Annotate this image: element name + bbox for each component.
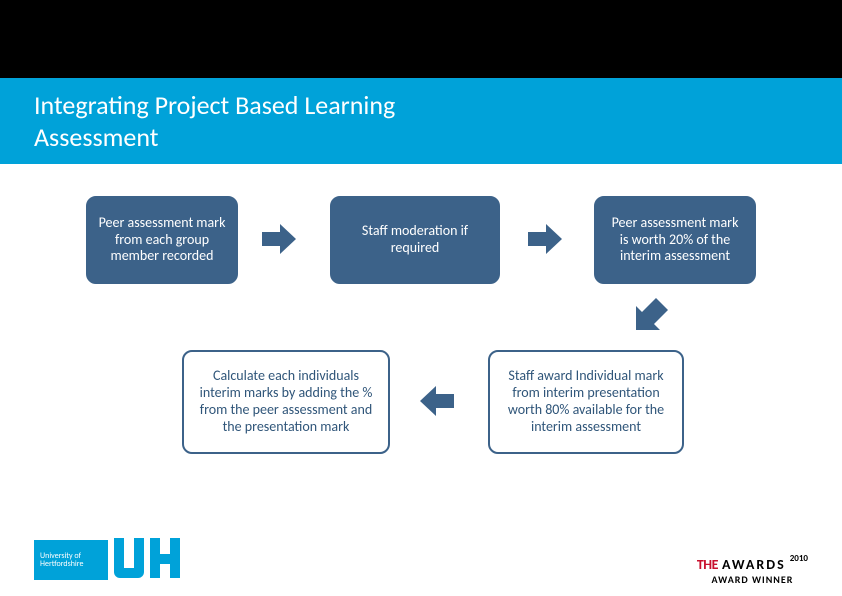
arrow-down-left-icon	[634, 298, 668, 332]
awards-year: 2010	[790, 553, 808, 564]
flow-node-text: Staff award Individual mark from interim…	[500, 368, 672, 435]
awards-sub: AWARD WINNER	[697, 573, 808, 586]
awards-word: AWARDS	[722, 556, 786, 573]
flow-node-staff-moderation: Staff moderation if required	[330, 196, 500, 284]
top-black-bar	[0, 0, 842, 78]
flow-node-peer-20pct: Peer assessment mark is worth 20% of the…	[594, 196, 756, 284]
uh-logo: University of Hertfordshire	[34, 538, 182, 582]
flow-node-staff-80pct: Staff award Individual mark from interim…	[488, 350, 684, 454]
slide-title-line1: Integrating Project Based Learning	[34, 89, 842, 121]
flow-node-peer-recorded: Peer assessment mark from each group mem…	[86, 196, 238, 284]
awards-the: THE	[697, 556, 718, 573]
arrow-right-icon	[528, 224, 562, 254]
flow-node-text: Peer assessment mark is worth 20% of the…	[606, 215, 744, 265]
awards-logo: THE AWARDS 2010 AWARD WINNER	[697, 556, 808, 586]
flow-node-text: Peer assessment mark from each group mem…	[98, 215, 226, 265]
arrow-left-icon	[420, 386, 454, 416]
uh-brand-box: University of Hertfordshire	[34, 540, 108, 580]
flow-node-text: Calculate each individuals interim marks…	[194, 368, 378, 435]
flow-node-calculate-interim: Calculate each individuals interim marks…	[182, 350, 390, 454]
arrow-right-icon	[262, 224, 296, 254]
title-bar: Integrating Project Based Learning Asses…	[0, 78, 842, 164]
uh-brand-line2: Hertfordshire	[40, 560, 83, 568]
flow-node-text: Staff moderation if required	[342, 223, 488, 257]
flowchart-canvas: Peer assessment mark from each group mem…	[0, 164, 842, 596]
footer: University of Hertfordshire THE AWARDS 2…	[0, 534, 842, 596]
uh-letters-icon	[114, 538, 182, 582]
slide-title-line2: Assessment	[34, 121, 842, 153]
